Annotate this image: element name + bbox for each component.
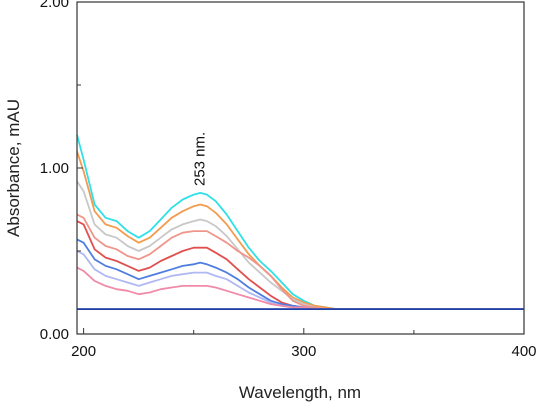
- x-tick-label: 200: [71, 343, 96, 360]
- plot-area: [76, 134, 524, 310]
- y-tick-label: 1.00: [40, 160, 69, 177]
- y-tick-label: 2.00: [40, 0, 69, 11]
- x-tick-label: 300: [291, 343, 316, 360]
- y-tick-label: 0.00: [40, 326, 69, 343]
- peak-annotation: 253 nm.: [191, 132, 208, 186]
- y-axis-title: Absorbance, mAU: [4, 99, 23, 237]
- series-line-3: [76, 180, 524, 310]
- axis-ticks: 200 300 400 0.00 1.00 2.00: [40, 0, 537, 360]
- series-line-2: [76, 151, 524, 310]
- x-axis-title: Wavelength, nm: [239, 383, 361, 402]
- series-line-1: [76, 134, 524, 310]
- x-tick-label: 400: [511, 343, 536, 360]
- series-line-4: [76, 213, 524, 310]
